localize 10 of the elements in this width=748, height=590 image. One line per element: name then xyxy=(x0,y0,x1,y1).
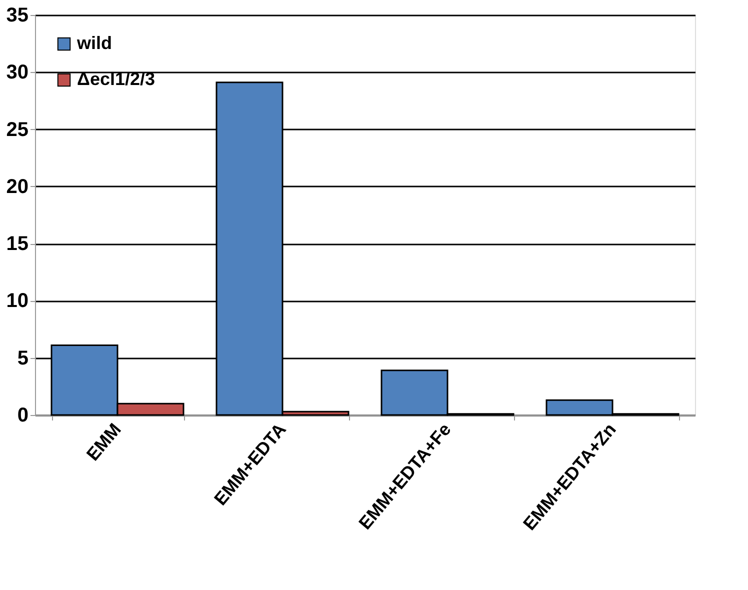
y-tick-label: 20 xyxy=(6,176,28,198)
y-tick-label: 5 xyxy=(17,347,28,370)
y-tick-label: 0 xyxy=(17,404,28,426)
legend-label: Δecl1/2/3 xyxy=(77,69,155,89)
y-tick-label: 25 xyxy=(6,118,28,141)
y-tick-label: 30 xyxy=(6,62,28,84)
y-tick-label: 15 xyxy=(6,233,28,256)
legend-label: wild xyxy=(76,33,112,53)
y-tick-label: 10 xyxy=(6,290,28,312)
y-tick-label: 35 xyxy=(6,4,28,26)
